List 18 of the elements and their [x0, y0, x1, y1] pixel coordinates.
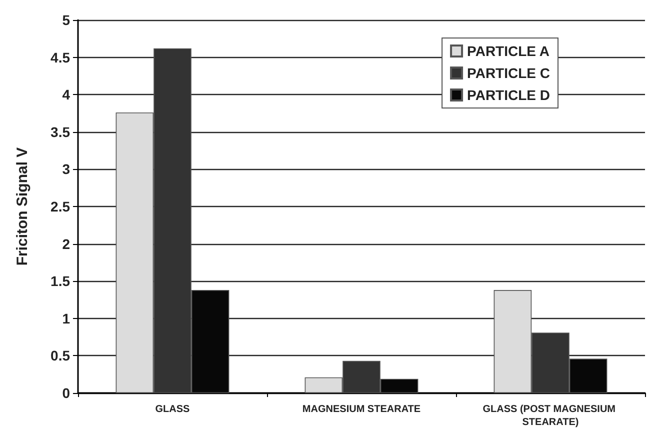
y-tick-label: 1 [62, 310, 70, 326]
legend-label: PARTICLE D [467, 87, 550, 103]
y-tick-label: 0 [62, 385, 70, 401]
y-tick-label: 2 [62, 236, 70, 252]
y-tick-label: 1.5 [50, 273, 70, 290]
x-tick-label: GLASS (POST MAGNESIUM STEARATE) [482, 404, 618, 428]
y-tick-label: 2.5 [50, 198, 70, 214]
y-tick-label: 3 [62, 161, 70, 178]
legend-label: PARTICLE C [467, 65, 550, 81]
y-tick-label: 5 [62, 12, 70, 28]
x-tick-label: GLASS [155, 404, 190, 415]
x-tick-label: MAGNESIUM STEARATE [302, 404, 421, 415]
y-tick-label: 4.5 [50, 49, 70, 66]
legend-label: PARTICLE A [467, 43, 550, 59]
y-tick-label: 3.5 [50, 124, 70, 140]
y-tick-label: 4 [62, 86, 70, 103]
y-tick-label: 0.5 [50, 348, 70, 364]
y-axis-title: Friciton Signal V [14, 147, 31, 266]
